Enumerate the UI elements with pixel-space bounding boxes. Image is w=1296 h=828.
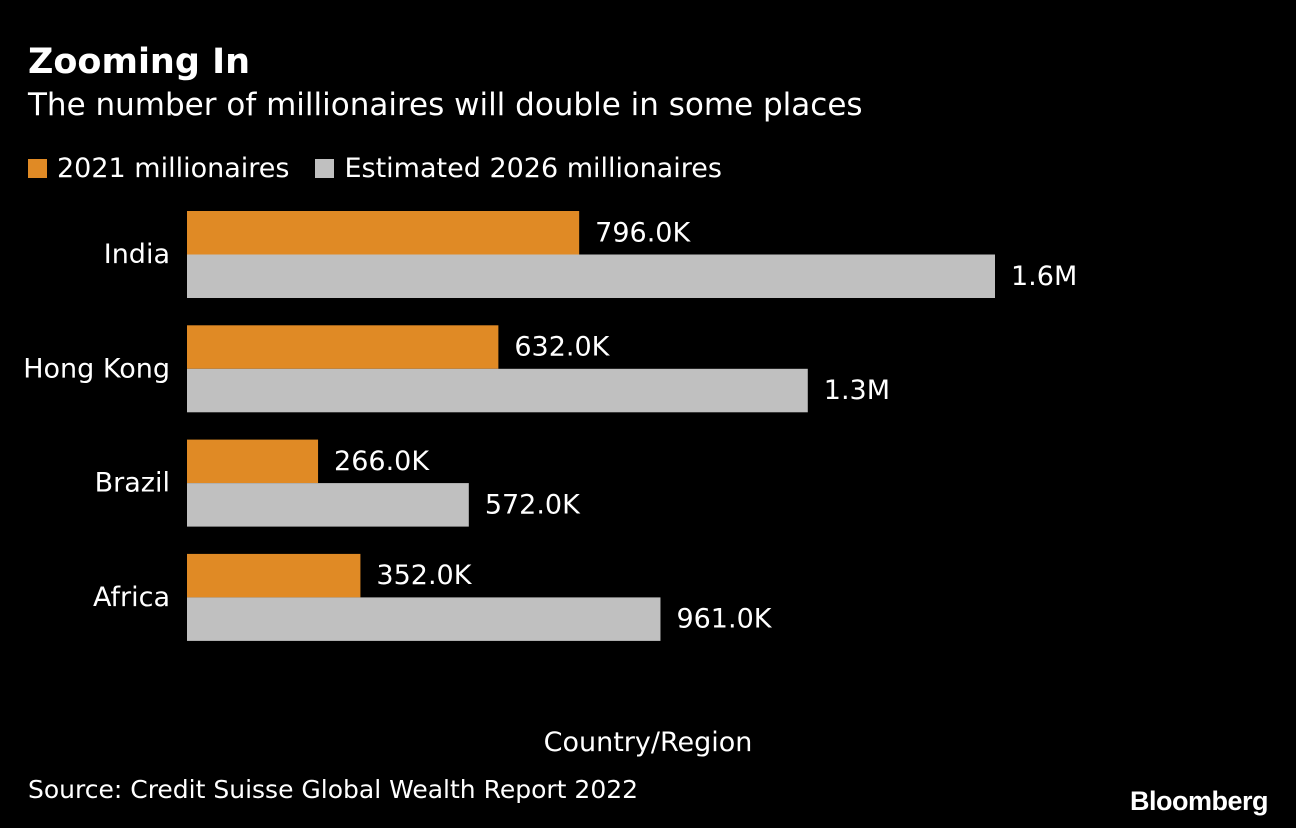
category-label-hong-kong: Hong Kong [23,353,170,384]
legend-swatch-2021 [28,158,47,178]
data-label-brazil-2021: 266.0K [334,446,430,477]
source-note: Source: Credit Suisse Global Wealth Repo… [28,775,639,804]
bar-brazil-2026 [187,483,469,527]
chart-subtitle: The number of millionaires will double i… [28,87,863,123]
bar-hong-kong-2021 [187,325,499,369]
data-label-hong-kong-2026: 1.3M [824,375,890,406]
category-label-india: India [104,239,170,270]
bar-africa-2021 [187,553,361,598]
category-label-africa: Africa [93,582,170,613]
data-label-brazil-2026: 572.0K [485,489,581,520]
bar-africa-2026 [187,597,661,641]
bar-hong-kong-2026 [187,368,808,413]
bar-india-2021 [187,211,580,255]
legend-label-2021: 2021 millionaires [57,152,290,184]
legend-item-2021: 2021 millionaires [28,153,289,184]
data-label-india-2021: 796.0K [595,217,691,248]
chart-title: Zooming In [28,42,251,82]
chart-legend: 2021 millionaires Estimated 2026 million… [28,148,748,188]
data-label-africa-2026: 961.0K [676,604,772,635]
y-axis-title: Country/Region [0,723,1296,763]
data-label-india-2026: 1.6M [1011,261,1077,292]
bar-brazil-2021 [187,439,319,484]
legend-swatch-2026 [315,158,335,178]
legend-label-2026: Estimated 2026 millionaires [344,152,722,184]
y-axis-title-text: Country/Region [543,727,753,758]
legend-item-2026: Estimated 2026 millionaires [315,152,722,184]
bloomberg-logo: Bloomberg [1129,786,1269,816]
data-label-hong-kong-2021: 632.0K [514,332,610,363]
category-label-brazil: Brazil [95,468,170,499]
bar-india-2026 [187,254,995,298]
data-label-africa-2021: 352.0K [376,560,472,591]
